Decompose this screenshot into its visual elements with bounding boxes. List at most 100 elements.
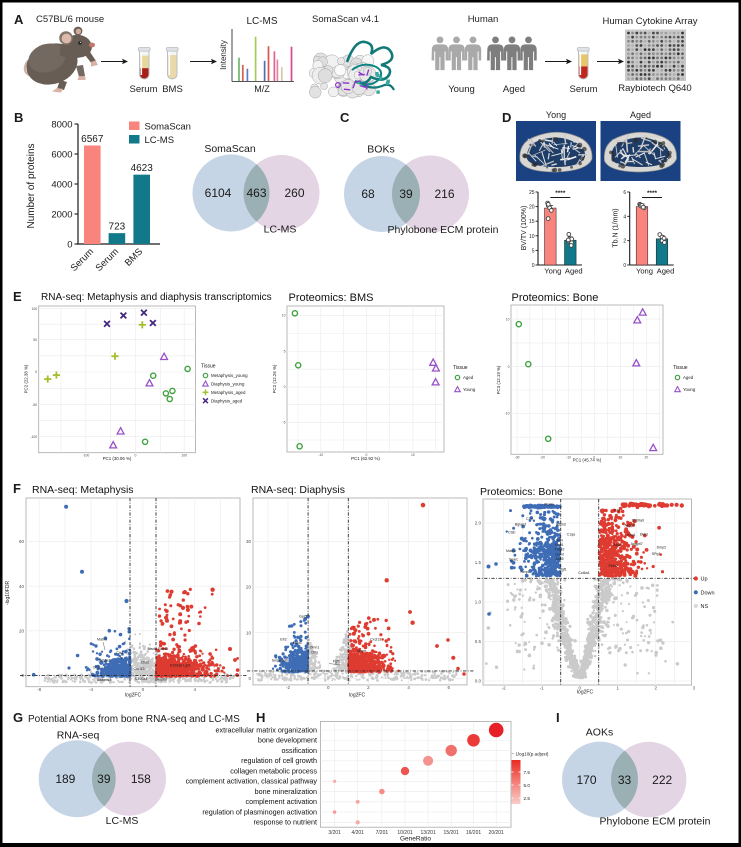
svg-text:BMS: BMS [123,246,145,268]
svg-text:Diaphysis_young: Diaphysis_young [211,382,245,387]
svg-text:Aged: Aged [565,267,583,276]
svg-text:Mepe: Mepe [357,649,366,653]
svg-text:216: 216 [434,187,454,201]
svg-text:-10: -10 [566,455,571,459]
svg-text:20: 20 [529,205,535,211]
svg-text:Col11a1: Col11a1 [97,659,110,663]
svg-text:60: 60 [19,539,25,544]
svg-text:2: 2 [654,686,657,691]
svg-text:15: 15 [529,219,535,225]
svg-text:10: 10 [282,314,286,318]
svg-text:5: 5 [532,248,535,254]
svg-text:Cxcl13: Cxcl13 [370,638,381,642]
svg-text:LC-MS: LC-MS [264,224,297,236]
svg-text:2000: 2000 [51,209,72,220]
svg-text:Number of proteins: Number of proteins [26,143,37,228]
svg-text:0: 0 [623,263,626,269]
svg-text:6: 6 [623,190,626,196]
svg-text:0: 0 [532,263,535,269]
svg-text:100: 100 [181,454,187,458]
svg-text:Young: Young [448,84,475,95]
svg-text:F: F [13,481,21,496]
svg-text:100: 100 [32,307,38,311]
svg-text:0.5: 0.5 [475,639,482,644]
svg-text:Serum: Serum [69,246,97,274]
svg-text:5: 5 [284,350,286,354]
svg-text:40: 40 [19,584,25,589]
svg-text:30: 30 [246,539,252,544]
svg-text:1.0: 1.0 [475,600,482,605]
svg-text:PC3 (12.19 %): PC3 (12.19 %) [496,365,501,394]
svg-text:SomaScan: SomaScan [145,122,191,133]
svg-text:Phylobone ECM protein: Phylobone ECM protein [388,224,499,236]
svg-text:PC1 (45.74 %): PC1 (45.74 %) [573,458,602,463]
svg-text:BOKs: BOKs [367,144,394,156]
svg-text:****: **** [555,190,566,197]
svg-text:4: 4 [407,685,410,690]
svg-text:PC2 (22.38 %): PC2 (22.38 %) [24,364,29,393]
svg-text:Fgf1: Fgf1 [333,660,340,664]
svg-text:0: 0 [142,687,145,692]
svg-text:4000: 4000 [51,179,72,190]
svg-text:Aged: Aged [503,84,525,95]
svg-text:Raybiotech Q640: Raybiotech Q640 [618,83,691,94]
svg-text:-2: -2 [286,685,290,690]
svg-text:Fbln5: Fbln5 [293,641,302,645]
svg-text:log2FC: log2FC [125,693,142,699]
svg-text:Young: Young [463,387,476,392]
svg-text:BMS: BMS [162,84,183,95]
svg-text:Tb.N (1/mm): Tb.N (1/mm) [613,208,620,247]
svg-text:10: 10 [246,630,252,635]
svg-text:Yong: Yong [546,110,566,120]
svg-text:RNA-seq: Diaphysis: RNA-seq: Diaphysis [251,484,345,496]
svg-text:Aged: Aged [657,267,675,276]
svg-text:C57BL/6 mouse: C57BL/6 mouse [36,14,104,25]
svg-text:Proteomics: BMS: Proteomics: BMS [289,292,374,304]
svg-text:BV/TV (100%): BV/TV (100%) [521,206,528,251]
svg-text:Hspb6: Hspb6 [157,678,167,682]
svg-text:Omn1: Omn1 [310,646,320,650]
svg-text:2.0: 2.0 [475,521,482,526]
svg-text:3: 3 [692,686,695,691]
svg-text:-log10FDR: -log10FDR [5,581,11,606]
svg-text:log2FC: log2FC [349,693,366,699]
svg-text:M/Z: M/Z [254,84,270,94]
svg-text:-8: -8 [37,687,41,692]
svg-text:-30: -30 [515,455,520,459]
svg-text:Intensity: Intensity [219,40,228,70]
svg-text:20: 20 [19,628,25,633]
svg-text:Serpina3b: Serpina3b [272,659,288,663]
svg-text:6: 6 [448,685,451,690]
svg-text:Serum: Serum [570,84,598,95]
svg-text:25: 25 [529,190,535,196]
svg-text:8000: 8000 [51,119,72,130]
svg-text:Aged: Aged [463,375,474,380]
svg-text:0: 0 [508,365,510,369]
svg-text:-10: -10 [505,412,510,416]
svg-text:Young: Young [683,387,696,392]
svg-text:-4: -4 [89,687,93,692]
svg-text:-10: -10 [318,453,323,457]
svg-text:PC1 (30.06 %): PC1 (30.06 %) [103,456,132,461]
svg-text:Diaphysis_aged: Diaphysis_aged [211,398,243,403]
svg-text:SomaScan v4.1: SomaScan v4.1 [312,14,379,25]
svg-text:SomaScan: SomaScan [204,143,256,155]
svg-text:10: 10 [529,234,535,240]
svg-text:0: 0 [67,239,72,250]
svg-text:Chad: Chad [141,661,150,665]
svg-text:Aged: Aged [683,375,694,380]
svg-text:6104: 6104 [205,186,232,200]
svg-text:39: 39 [399,187,413,201]
svg-text:0: 0 [135,454,137,458]
svg-text:2: 2 [623,239,626,245]
svg-text:Adamts3: Adamts3 [97,678,111,682]
svg-text:log2FC: log2FC [577,690,594,696]
svg-text:Cxcl13: Cxcl13 [134,667,145,671]
svg-text:Human: Human [468,14,499,25]
svg-text:1: 1 [616,686,619,691]
svg-text:20: 20 [645,455,649,459]
svg-text:Serum: Serum [94,246,122,274]
svg-text:Proteomics: Bone: Proteomics: Bone [480,486,563,498]
svg-text:Tissue: Tissue [201,364,216,370]
svg-text:Tissue: Tissue [673,365,688,371]
